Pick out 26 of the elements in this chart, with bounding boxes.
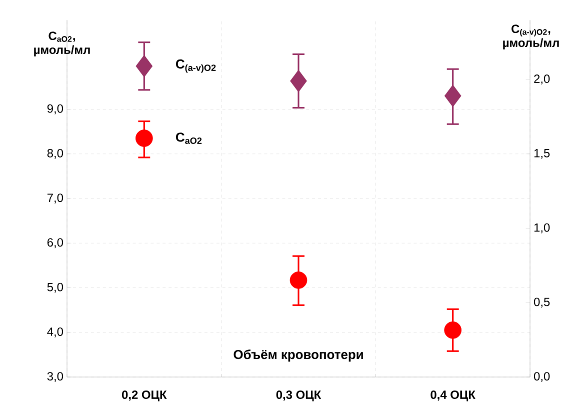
point xyxy=(136,130,153,147)
point xyxy=(444,84,462,108)
y-tick-label: 6,0 xyxy=(47,238,64,248)
y-tick-label: 7,0 xyxy=(47,194,64,204)
point xyxy=(290,70,307,92)
y2-tick-label: 2,0 xyxy=(534,74,550,84)
x-tick-label: 0,4 ОЦК xyxy=(430,390,476,402)
point xyxy=(290,271,308,289)
x-tick-label: 0,3 ОЦК xyxy=(276,390,322,402)
y2-tick-label: 1,0 xyxy=(534,223,550,234)
x-axis-title: Объём кровопотери xyxy=(234,349,363,362)
point xyxy=(136,54,153,78)
y2-tick-label: 0,0 xyxy=(534,372,550,382)
y-axis-title: C$_{aO2}$, µмоль/мл xyxy=(34,32,90,56)
y-tick-label: 8,0 xyxy=(47,148,64,159)
y2-axis-title: C$_{(a-v)O2}$, µмоль/мл xyxy=(503,24,559,50)
y-tick-label: 4,0 xyxy=(47,327,64,338)
y-tick-label: 3,0 xyxy=(47,372,64,382)
series-label: C$_{(a-v)O2}$ xyxy=(176,59,216,73)
y-tick-label: 9,0 xyxy=(47,104,64,114)
series-label: C$_{aO2}$ xyxy=(176,132,202,144)
y2-tick-label: 1,5 xyxy=(534,149,550,159)
point xyxy=(444,321,462,339)
y-tick-label: 5,0 xyxy=(47,282,64,293)
x-tick-label: 0,2 ОЦК xyxy=(122,390,167,402)
y2-tick-label: 0,5 xyxy=(534,298,550,308)
